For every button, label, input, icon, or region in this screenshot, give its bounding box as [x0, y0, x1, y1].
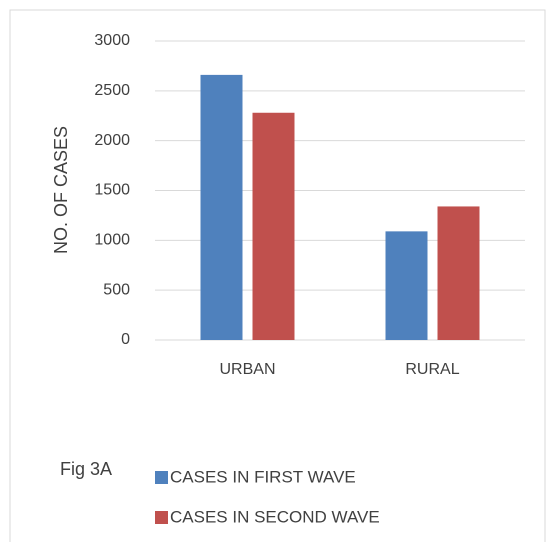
y-tick-label: 3000 — [94, 32, 130, 49]
legend-label: CASES IN SECOND WAVE — [170, 507, 380, 526]
x-tick-label: URBAN — [219, 361, 275, 378]
bar — [437, 206, 480, 340]
legend-swatch — [155, 471, 168, 484]
chart-frame — [9, 9, 546, 542]
y-tick-label: 2500 — [94, 82, 130, 99]
y-tick-label: 1000 — [94, 232, 130, 249]
y-tick-label: 1500 — [94, 182, 130, 199]
y-axis-label: NO. OF CASES — [51, 126, 71, 254]
x-tick-label: RURAL — [405, 361, 459, 378]
bar — [385, 231, 428, 340]
bar — [252, 112, 295, 340]
legend-label: CASES IN FIRST WAVE — [170, 467, 356, 486]
annotation: Fig 3A — [60, 459, 112, 479]
y-tick-label: 0 — [121, 331, 130, 348]
bar — [200, 74, 243, 341]
y-tick-label: 2000 — [94, 132, 130, 149]
y-tick-label: 500 — [103, 281, 130, 298]
legend-swatch — [155, 511, 168, 524]
